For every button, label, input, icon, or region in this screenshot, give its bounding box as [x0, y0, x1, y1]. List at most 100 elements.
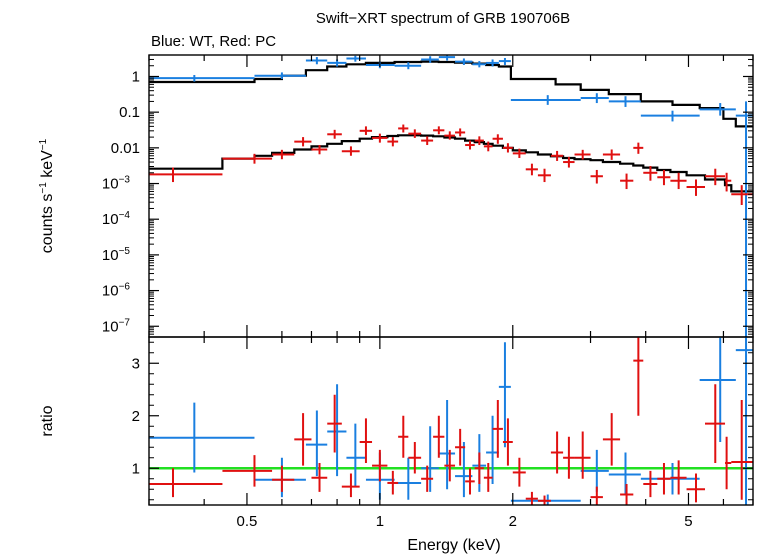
data-point	[346, 423, 366, 487]
data-point	[341, 146, 360, 156]
y-tick-exp: −4	[119, 210, 131, 221]
data-point	[686, 179, 706, 196]
y-tick-base: 0.1	[119, 104, 140, 121]
y-tick-label: 2	[132, 408, 140, 425]
data-point	[327, 129, 342, 139]
data-point	[643, 165, 658, 181]
y-axis-label-ratio: ratio	[39, 405, 56, 436]
y-tick-base: 10	[102, 176, 119, 193]
y-tick-base: 3	[132, 355, 140, 372]
data-point	[580, 93, 609, 104]
data-point	[620, 173, 634, 190]
data-point	[510, 494, 581, 505]
ylabel-sup1: −1	[38, 182, 49, 194]
data-point	[254, 72, 306, 80]
y-tick-label: 10−4	[102, 210, 131, 228]
y-tick-base: 0.01	[111, 140, 140, 157]
data-point	[311, 463, 328, 492]
data-point	[657, 169, 671, 186]
y-tick-label: 10−7	[102, 317, 131, 335]
data-point	[657, 463, 671, 495]
data-point	[602, 149, 621, 160]
x-tick-label: 2	[509, 513, 517, 530]
data-point	[387, 137, 399, 147]
data-point	[421, 465, 434, 492]
x-tick-label: 1	[376, 513, 384, 530]
y-tick-base: 10	[102, 247, 119, 264]
data-point	[421, 136, 434, 146]
data-point	[563, 436, 575, 479]
data-point	[486, 415, 499, 484]
data-point	[574, 149, 591, 160]
data-point	[512, 148, 526, 158]
data-point	[498, 342, 511, 448]
data-point	[492, 134, 503, 144]
y-tick-exp: −7	[119, 317, 131, 328]
data-point	[455, 128, 466, 137]
y-tick-base: 1	[132, 460, 140, 477]
chart-subtitle: Blue: WT, Red: PC	[151, 33, 276, 50]
data-point	[608, 96, 641, 107]
data-point	[455, 58, 473, 65]
data-point	[590, 169, 603, 184]
data-point	[670, 172, 687, 190]
data-point	[725, 436, 732, 490]
data-point	[359, 418, 373, 463]
data-point	[311, 145, 328, 155]
ylabel-sup2: −1	[38, 138, 49, 150]
data-point	[512, 457, 526, 487]
data-point	[346, 55, 366, 62]
data-point	[327, 384, 347, 477]
ratio-data-layer	[149, 337, 753, 505]
x-tick-labels: 0.5 1 2 5	[237, 513, 693, 530]
model-curve	[149, 134, 753, 193]
data-point	[590, 486, 603, 505]
data-point	[341, 473, 360, 498]
data-point	[398, 415, 409, 458]
data-point	[149, 75, 255, 82]
data-point	[620, 484, 634, 505]
ratio-tick-layer: 1 2 3	[132, 337, 754, 505]
data-layer	[149, 55, 753, 337]
data-point	[474, 136, 484, 146]
ratio-frame	[148, 336, 754, 506]
data-point	[149, 167, 223, 183]
spectrum-frame	[148, 54, 754, 338]
data-point	[502, 143, 513, 153]
data-point	[640, 110, 700, 122]
data-point	[550, 150, 564, 161]
data-point	[421, 426, 439, 492]
data-point	[398, 124, 409, 133]
y-tick-label: 0.1	[119, 104, 140, 121]
data-point	[455, 428, 466, 466]
data-point	[394, 457, 422, 500]
data-point	[525, 163, 538, 176]
y-tick-label: 0.01	[111, 140, 140, 157]
ratio-panel: 1 2 3	[132, 336, 754, 506]
data-point	[394, 62, 422, 70]
data-point	[272, 465, 295, 492]
data-point	[222, 455, 273, 487]
y-tick-exp: −5	[119, 246, 131, 257]
chart-title: Swift−XRT spectrum of GRB 190706B	[316, 10, 570, 27]
data-point	[643, 470, 658, 498]
data-point	[483, 463, 493, 492]
data-point	[699, 103, 736, 116]
data-point	[670, 460, 687, 495]
data-point	[305, 57, 328, 65]
data-point	[537, 168, 551, 183]
ylabel-main: counts s	[39, 194, 56, 254]
y-tick-base: 10	[102, 318, 119, 335]
data-point	[465, 468, 475, 495]
x-tick-label: 0.5	[237, 513, 258, 530]
data-point	[686, 473, 706, 503]
data-point	[359, 126, 373, 135]
y-tick-base: 10	[102, 283, 119, 300]
data-point	[574, 431, 591, 479]
y-tick-label: 3	[132, 355, 140, 372]
y-tick-label: 10−3	[102, 175, 131, 193]
data-point	[602, 413, 621, 466]
